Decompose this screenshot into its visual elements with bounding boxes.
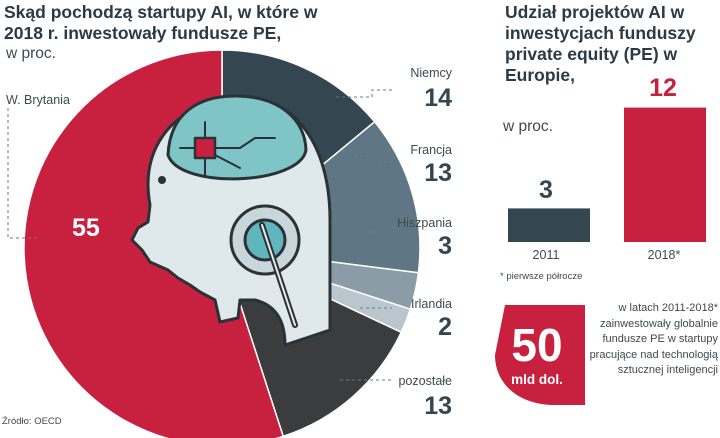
pie-label-ireland: Irlandia [411,297,452,311]
pie-label-uk: W. Brytania [6,93,70,107]
robot-eye-icon [158,176,166,184]
callout-unit: mld dol. [511,372,563,387]
pie-value-ireland: 2 [438,313,452,341]
leader-line [354,155,392,163]
pie-value-uk: 55 [72,214,100,242]
leader-line [7,108,40,239]
chip-icon [193,136,217,160]
footnote: * pierwsze półrocze [500,271,583,282]
pie-label-other: pozostałe [398,374,452,388]
pie-label-spain: Hiszpania [397,216,452,230]
bar-label-2018: 2018* [647,248,681,262]
bar-value-2011: 3 [539,176,553,204]
bar-label-2011: 2011 [532,248,560,262]
left-chart-unit: w proc. [6,45,56,62]
leader-lines [7,89,392,381]
bar-value-2018: 12 [649,74,677,102]
pie-label-germany: Niemcy [410,66,452,80]
callout-value: 50 [511,319,563,371]
pie-value-france: 13 [424,159,452,187]
bar-chart [508,107,706,242]
right-chart-title: Udział projektów AI w inwestycjach fundu… [505,2,696,85]
callout-text: w latach 2011-2018* zainwestowały global… [589,302,718,376]
bar-2018 [624,107,706,242]
source-note: Źródło: OECD [2,416,62,427]
pie-value-other: 13 [424,392,452,420]
leader-line [336,89,392,98]
pie-value-spain: 3 [438,232,452,260]
left-chart-title: Skąd pochodzą startupy AI, w które w 201… [4,2,318,43]
pie-value-germany: 14 [424,84,452,112]
right-chart-unit: w proc. [503,118,553,135]
pie-label-france: Francja [410,143,452,157]
callout-shape [495,305,585,405]
bar-2011 [508,208,590,242]
robot-head-illustration [130,94,332,347]
